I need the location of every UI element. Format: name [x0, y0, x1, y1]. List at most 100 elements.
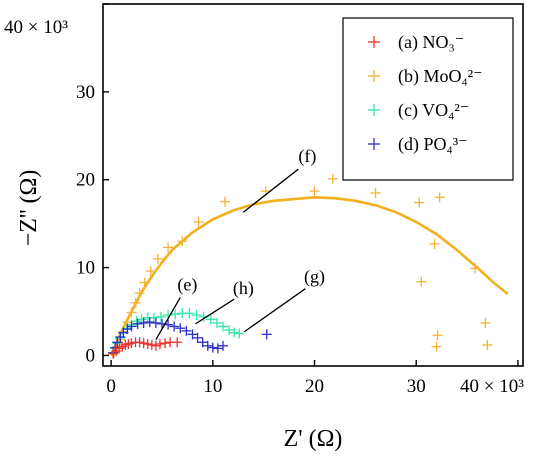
x-multiplier-text: × 10³ [484, 376, 524, 397]
y-tick-label: 10 [76, 258, 95, 279]
data-point [126, 321, 137, 332]
y-multiplier-base: 40 [4, 17, 28, 38]
x-tick-label: 10 [203, 376, 222, 397]
data-point [170, 309, 181, 320]
data-point [132, 318, 143, 329]
data-point [130, 297, 141, 308]
data-point [138, 338, 149, 349]
data-point [309, 186, 320, 197]
annotation-leader [195, 298, 235, 325]
legend-label: (d) PO₄³⁻ [398, 134, 468, 155]
legend-label: (c) VO₄²⁻ [398, 100, 469, 121]
data-point [434, 192, 445, 203]
data-point [218, 321, 228, 332]
annotation-label: (g) [304, 267, 325, 288]
annotation-label: (f) [298, 146, 316, 167]
data-point [416, 276, 427, 287]
x-tick-label: 30 [407, 376, 426, 397]
x-axis-title: Z' (Ω) [284, 426, 343, 452]
data-point [234, 328, 245, 339]
y-multiplier-label: 40 × 10³ [4, 17, 68, 38]
data-point [145, 266, 156, 277]
data-point [122, 324, 133, 335]
data-point [144, 317, 155, 328]
legend-marker [368, 138, 380, 150]
data-point [429, 238, 440, 249]
data-point [112, 337, 123, 348]
data-point [193, 216, 204, 227]
data-point [431, 341, 442, 352]
data-point [142, 339, 153, 350]
axis-ticks: 0 10 20 30 0 10 20 30 [76, 3, 519, 397]
data-point [197, 337, 208, 348]
legend: (a) NO₃⁻ (b) MoO₄²⁻ (c) VO₄²⁻ (d) PO₄³⁻ [342, 17, 514, 181]
data-point [187, 329, 198, 340]
data-point [207, 342, 218, 353]
y-tick-label: 0 [86, 345, 96, 366]
data-point [370, 187, 381, 198]
data-point [150, 340, 161, 351]
data-point [175, 323, 186, 334]
y-axis-title: −Z'' (Ω) [16, 170, 42, 247]
data-point [482, 339, 493, 350]
data-point [155, 311, 166, 322]
data-point [202, 340, 213, 351]
annotation-leader [242, 168, 299, 213]
data-point [327, 173, 338, 184]
data-point [160, 338, 171, 349]
data-point [177, 236, 188, 247]
legend-box [342, 17, 514, 181]
data-point [205, 314, 216, 325]
data-point [172, 337, 183, 348]
data-point [146, 339, 157, 350]
data-point [184, 308, 195, 319]
annotation-leader [155, 297, 181, 340]
legend-marker [368, 36, 380, 48]
fit-line-group [109, 195, 509, 357]
x-tick-label: 20 [305, 376, 324, 397]
x-multiplier-label: 40 × 10³ [460, 376, 524, 397]
data-point [169, 321, 180, 332]
data-point [261, 329, 272, 340]
data-point [148, 312, 159, 323]
annotation-label: (e) [177, 274, 197, 295]
data-point [181, 325, 192, 336]
legend-label: (a) NO₃⁻ [398, 32, 464, 53]
data-point [212, 343, 223, 354]
data-point [480, 317, 491, 328]
plot-frame [102, 3, 524, 367]
data-point [126, 338, 137, 349]
data-point [126, 307, 137, 318]
data-point [470, 263, 481, 274]
y-tick-label: 30 [76, 82, 95, 103]
data-point [150, 317, 161, 328]
data-point [218, 340, 228, 351]
annotations: (f) (e) (h) (g) [155, 146, 325, 340]
y-multiplier-text: × 10³ [28, 17, 68, 38]
y-tick-label: 20 [76, 170, 95, 191]
data-point [191, 310, 202, 321]
data-point [138, 317, 149, 328]
data-point [192, 332, 203, 343]
data-point [414, 197, 425, 208]
legend-marker [368, 104, 380, 116]
data-point [224, 324, 235, 335]
data-point [134, 337, 145, 348]
data-point [134, 288, 145, 299]
data-point [139, 277, 150, 288]
data-point [154, 339, 165, 350]
legend-label: (b) MoO₄²⁻ [398, 66, 483, 87]
data-points [108, 173, 493, 359]
data-point [229, 327, 240, 338]
data-point [163, 242, 174, 253]
annotation-label: (h) [233, 278, 254, 299]
data-point [432, 330, 443, 341]
data-point [211, 317, 222, 328]
fit-line [109, 195, 509, 357]
x-multiplier-base: 40 [460, 376, 484, 397]
data-point [220, 196, 231, 207]
x-tick-label: 0 [106, 376, 116, 397]
data-point [131, 316, 142, 327]
data-point [152, 253, 163, 264]
